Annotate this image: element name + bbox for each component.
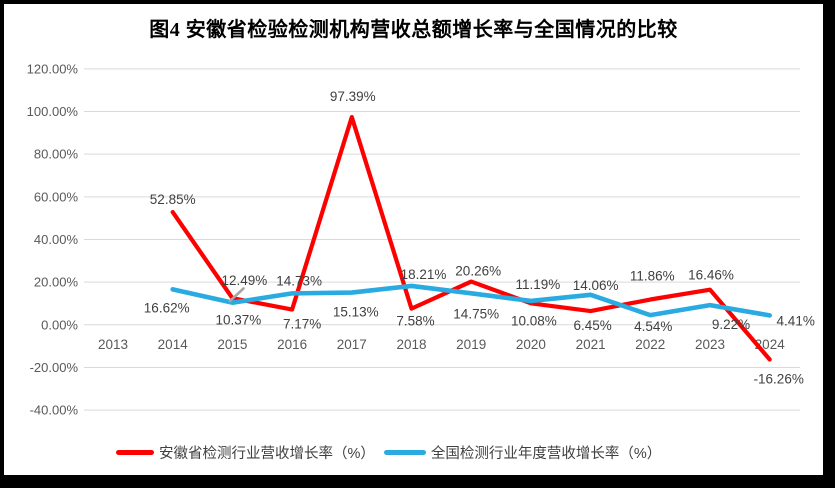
- mouse-cursor-artifact: [228, 287, 245, 303]
- data-label: 6.45%: [573, 318, 611, 333]
- data-label: 4.41%: [777, 313, 815, 328]
- data-label: 15.13%: [333, 305, 379, 320]
- data-label: 14.75%: [453, 306, 499, 321]
- chart-title: 图4 安徽省检验检测机构营收总额增长率与全国情况的比较: [149, 19, 678, 41]
- data-label: 14.06%: [573, 278, 619, 293]
- y-axis-tick-label: 120.00%: [27, 61, 79, 76]
- x-axis-tick-label: 2016: [277, 337, 307, 352]
- chart-legend: 安徽省检测行业营收增长率（%） 全国检测行业年度营收增长率（%）: [116, 442, 661, 463]
- data-label: 9.22%: [712, 317, 750, 332]
- y-axis-tick-label: -20.00%: [30, 360, 79, 375]
- legend-label-anhui: 安徽省检测行业营收增长率（%）: [159, 446, 375, 462]
- x-axis-tick-label: 2020: [516, 337, 546, 352]
- x-axis-tick-label: 2019: [456, 337, 486, 352]
- x-axis-tick-label: 2015: [217, 337, 247, 352]
- data-label: 16.62%: [144, 300, 190, 315]
- legend-label-national: 全国检测行业年度营收增长率（%）: [430, 446, 662, 462]
- data-label: 52.85%: [150, 192, 196, 207]
- y-axis-tick-label: 40.00%: [34, 232, 79, 247]
- data-label: -16.26%: [754, 371, 804, 386]
- legend-item-national: 全国检测行业年度营收增长率（%）: [383, 442, 662, 463]
- data-label: 14.73%: [276, 273, 322, 288]
- data-label: 10.37%: [216, 313, 262, 328]
- x-axis-tick-label: 2013: [98, 337, 128, 352]
- data-label: 7.58%: [396, 314, 434, 329]
- y-axis-tick-label: 100.00%: [27, 104, 79, 119]
- x-axis-tick-label: 2022: [635, 337, 665, 352]
- data-label: 12.49%: [222, 273, 268, 288]
- y-axis-tick-label: 80.00%: [34, 147, 79, 162]
- data-label: 7.17%: [283, 317, 321, 332]
- x-axis-tick-label: 2021: [576, 337, 606, 352]
- x-axis-tick-label: 2018: [396, 337, 426, 352]
- data-label: 97.39%: [330, 89, 376, 104]
- x-axis-tick-label: 2017: [337, 337, 367, 352]
- data-label: 4.54%: [634, 319, 672, 334]
- y-axis-tick-label: 0.00%: [41, 317, 78, 332]
- data-label: 11.19%: [516, 277, 561, 292]
- legend-swatch-anhui: [116, 450, 154, 455]
- y-axis-tick-label: 20.00%: [34, 275, 79, 290]
- data-label: 11.86%: [630, 269, 675, 284]
- series-line-anhui: [170, 114, 772, 362]
- x-axis-tick-label: 2014: [158, 337, 189, 352]
- data-label: 20.26%: [455, 264, 501, 279]
- chart-svg: 120.00% 100.00% 80.00% 60.00% 40.00% 20.00% 0.…: [27, 61, 815, 418]
- legend-item-anhui: 安徽省检测行业营收增长率（%）: [116, 442, 375, 463]
- data-label: 10.08%: [511, 313, 557, 328]
- legend-swatch-national: [383, 450, 426, 455]
- x-axis-tick-label: 2023: [695, 337, 725, 352]
- y-axis-tick-label: -40.00%: [30, 403, 79, 418]
- y-axis-tick-label: 60.00%: [34, 189, 79, 204]
- data-label: 18.21%: [401, 267, 447, 282]
- series-line-national: [170, 283, 773, 318]
- data-label: 16.46%: [688, 268, 734, 283]
